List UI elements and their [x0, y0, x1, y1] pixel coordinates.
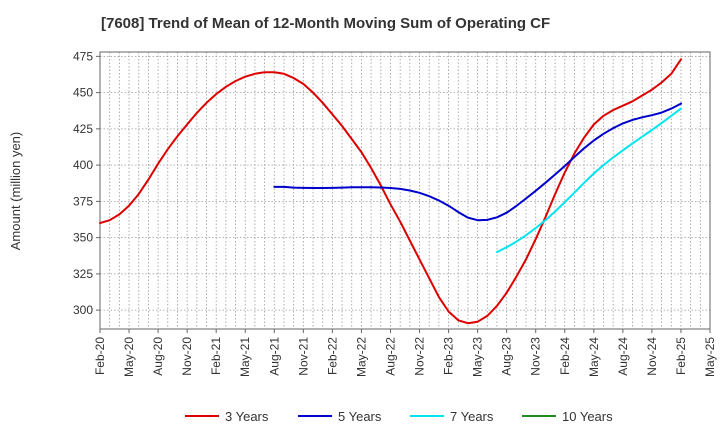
- y-tick-label: 375: [73, 194, 93, 208]
- x-axis: Feb-20 May-20 Aug-20 Nov-20 Feb-21 May-21 Aug-…: [93, 329, 717, 377]
- x-tick-label: Nov-23: [529, 337, 543, 376]
- grid: [100, 52, 710, 329]
- x-tick-label: May-24: [587, 337, 601, 377]
- x-tick-label: May-21: [238, 337, 252, 377]
- x-tick-label: Feb-20: [93, 337, 107, 375]
- y-tick-label: 300: [73, 303, 93, 317]
- x-tick-label: Feb-21: [209, 337, 223, 375]
- y-tick-label: 350: [73, 231, 93, 245]
- legend-label-3-years: 3 Years: [225, 409, 269, 424]
- y-tick-label: 450: [73, 86, 93, 100]
- y-tick-label: 425: [73, 122, 93, 136]
- y-axis: 300 325 350 375 400 425 450 475: [73, 49, 100, 317]
- x-tick-label: Aug-22: [383, 337, 397, 376]
- x-tick-label: Nov-20: [180, 337, 194, 376]
- x-tick-label: Aug-21: [267, 337, 281, 376]
- x-tick-label: Nov-21: [296, 337, 310, 376]
- legend: 3 Years 5 Years 7 Years 10 Years: [185, 409, 613, 424]
- legend-label-10-years: 10 Years: [562, 409, 613, 424]
- x-tick-label: Aug-23: [500, 337, 514, 376]
- x-tick-label: May-25: [703, 337, 717, 377]
- x-tick-label: Feb-22: [325, 337, 339, 375]
- plot-frame: [99, 51, 711, 330]
- y-tick-label: 400: [73, 158, 93, 172]
- x-tick-label: Aug-20: [151, 337, 165, 376]
- y-tick-label: 325: [73, 267, 93, 281]
- chart-title: [7608] Trend of Mean of 12-Month Moving …: [101, 15, 550, 32]
- x-tick-label: Feb-23: [442, 337, 456, 375]
- series-layer: [99, 58, 682, 325]
- legend-label-7-years: 7 Years: [450, 409, 494, 424]
- x-tick-label: May-22: [354, 337, 368, 377]
- x-tick-label: May-20: [122, 337, 136, 377]
- x-tick-label: May-23: [471, 337, 485, 377]
- series-line-3-years: [99, 58, 682, 325]
- legend-label-5-years: 5 Years: [338, 409, 382, 424]
- series-line-7-years: [496, 107, 682, 254]
- y-tick-label: 475: [73, 49, 93, 63]
- x-tick-label: Feb-25: [674, 337, 688, 375]
- series-line-5-years: [273, 102, 682, 222]
- x-tick-label: Feb-24: [558, 337, 572, 375]
- x-tick-label: Aug-24: [616, 337, 630, 376]
- x-tick-label: Nov-22: [413, 337, 427, 376]
- x-tick-label: Nov-24: [645, 337, 659, 376]
- y-axis-label: Amount (million yen): [8, 132, 23, 251]
